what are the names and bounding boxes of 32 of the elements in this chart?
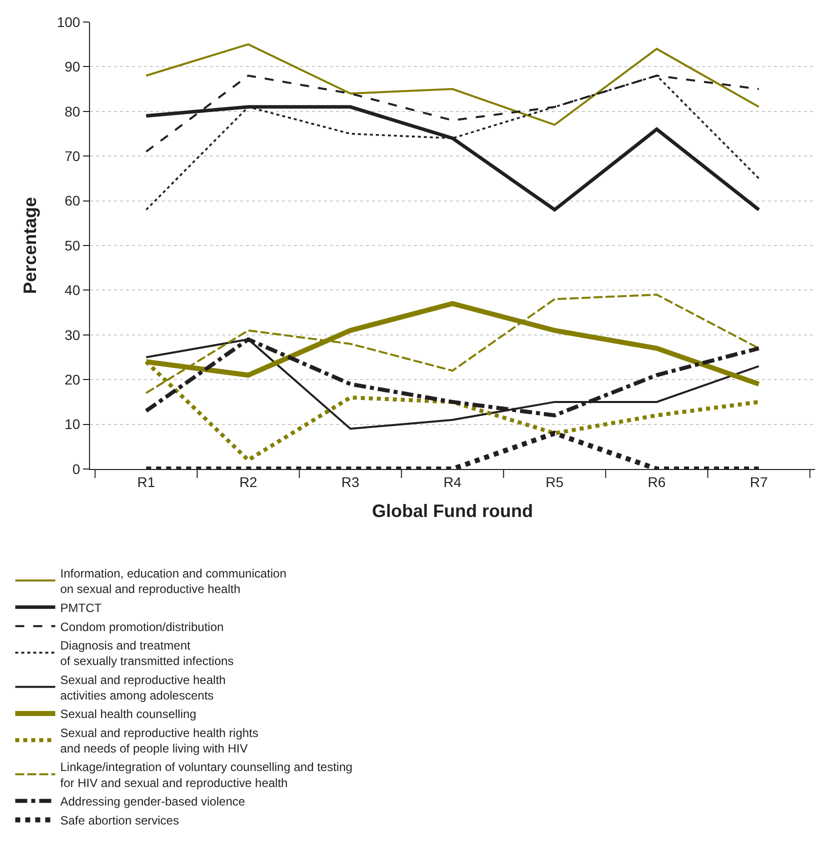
y-tick-label: 90	[64, 58, 80, 75]
y-tick-label: 40	[64, 282, 80, 298]
y-tick-label: 30	[64, 326, 80, 343]
legend-label: Addressing gender-based violence	[60, 794, 246, 809]
legend-label: Sexual and reproductive health activities among adolescents	[60, 672, 226, 702]
x-tick-label: R7	[750, 474, 768, 490]
line-series	[145, 43, 760, 126]
line-series	[145, 74, 760, 211]
y-tick-label: 80	[64, 103, 80, 120]
y-tick-label: 60	[64, 192, 80, 209]
legend-label: PMTCT	[60, 600, 102, 615]
legend-label: Information, education and communication on sexual and reproductive health	[60, 566, 286, 596]
x-tick-label: R4	[444, 474, 462, 490]
y-tick-label: 70	[64, 148, 80, 164]
legend-label: Sexual health counselling	[60, 707, 196, 722]
y-tick-label: 100	[56, 14, 80, 30]
x-tick-label: R2	[239, 474, 258, 490]
x-tick-label: R1	[137, 474, 156, 490]
legend-label: Diagnosis and treatment of sexually transmitted infections	[60, 638, 234, 668]
legend-label: Safe abortion services	[60, 814, 179, 828]
y-tick-label: 10	[64, 416, 80, 432]
y-tick-label: 20	[64, 372, 80, 388]
x-tick-label: R5	[546, 474, 564, 490]
legend-label: Linkage/integration of voluntary counselling and testing for HIV and sexual and reproductive health	[60, 760, 352, 790]
x-tick-label: R6	[648, 474, 666, 490]
x-axis-title: Global Fund round	[372, 500, 533, 521]
legend-label: Condom promotion/distribution	[60, 620, 224, 634]
x-tick-label: R3	[341, 474, 360, 490]
y-axis-title: Percentage	[20, 196, 40, 294]
y-tick-label: 50	[64, 237, 80, 254]
y-tick-label: 0	[72, 460, 80, 477]
legend-label: Sexual and reproductive health rights and needs of people living with HIV	[60, 726, 258, 756]
